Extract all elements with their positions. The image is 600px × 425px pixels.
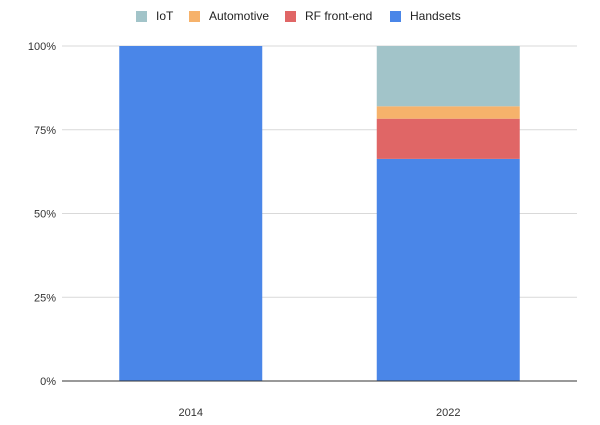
legend-swatch-handsets <box>390 10 401 22</box>
legend-label-rf-front-end: RF front-end <box>305 9 373 23</box>
y-tick-label: 0% <box>40 376 56 388</box>
x-tick-label: 2022 <box>436 407 460 419</box>
bar-segment-handsets-2014 <box>119 46 263 381</box>
legend-item-iot: IoT <box>136 6 173 26</box>
legend-item-rf-front-end: RF front-end <box>285 6 372 26</box>
y-tick-label: 75% <box>34 125 56 137</box>
legend-label-iot: IoT <box>156 9 174 23</box>
legend-swatch-iot <box>136 10 147 22</box>
y-tick-label: 100% <box>28 41 56 53</box>
y-axis-labels: 0% 25% 50% 75% 100% <box>28 41 56 388</box>
bar-segment-handsets-2022 <box>376 158 520 381</box>
legend-item-handsets: Handsets <box>390 6 461 26</box>
bar-segment-automotive-2022 <box>376 106 520 119</box>
legend-item-automotive: Automotive <box>189 6 269 26</box>
bar-segment-rf-front-end-2022 <box>376 118 520 159</box>
bar-segment-iot-2022 <box>376 46 520 107</box>
legend-label-automotive: Automotive <box>209 9 270 23</box>
legend-swatch-rf-front-end <box>285 10 296 22</box>
x-tick-label: 2014 <box>179 407 203 419</box>
legend-swatch-automotive <box>189 10 200 22</box>
y-tick-label: 50% <box>34 209 56 221</box>
legend-label-handsets: Handsets <box>410 9 461 23</box>
bars <box>119 46 520 381</box>
y-tick-label: 25% <box>34 292 56 304</box>
x-axis-labels: 2014 2022 <box>179 407 461 419</box>
chart-legend: IoT Automotive RF front-end Handsets <box>0 6 600 26</box>
